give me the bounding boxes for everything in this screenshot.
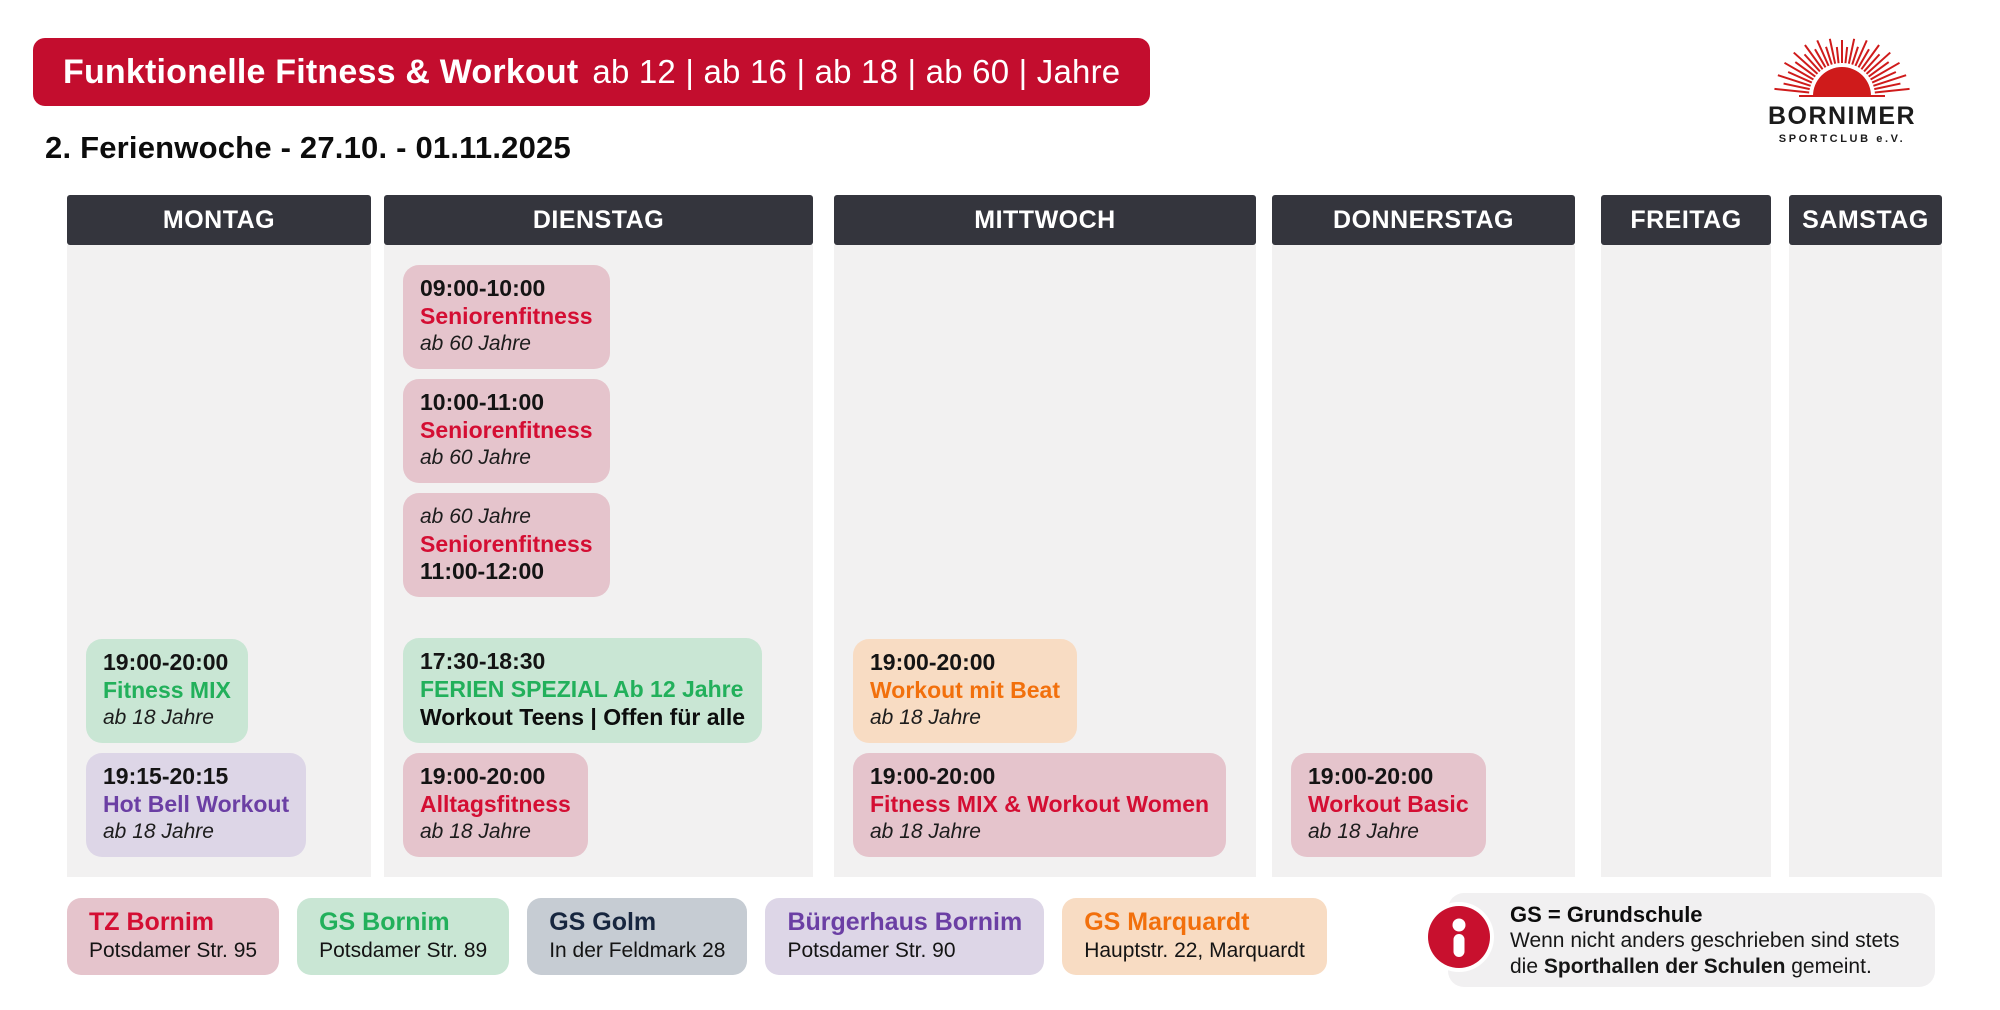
event-time: 19:15-20:15 (103, 763, 229, 789)
event-card: 19:00-20:00 Alltagsfitness ab 18 Jahre (403, 753, 588, 857)
day-column-body: 19:00-20:00 Workout Basic ab 18 Jahre (1272, 245, 1575, 877)
poster-title: Funktionelle Fitness & Workout (63, 52, 579, 91)
event-time: 11:00-12:00 (420, 558, 545, 584)
day-column-body: 09:00-10:00 Seniorenfitness ab 60 Jahre 10:… (384, 245, 813, 877)
legend-location-name: GS Bornim (319, 908, 450, 936)
legend-location-name: GS Marquardt (1084, 908, 1250, 936)
event-sub: ab 18 Jahre (1308, 820, 1419, 843)
day-header: SAMSTAG (1789, 195, 1942, 245)
day-column-body: 19:00-20:00 Fitness MIX ab 18 Jahre 19:15-2… (67, 245, 371, 877)
info-box: GS = Grundschule Wenn nicht anders gesch… (1424, 893, 1935, 987)
event-time: 19:00-20:00 (870, 649, 996, 675)
event-sub: ab 18 Jahre (870, 820, 981, 843)
event-title: Seniorenfitness (420, 417, 593, 443)
event-sub: ab 60 Jahre (420, 446, 531, 469)
week-subtitle: 2. Ferienwoche - 27.10. - 01.11.2025 (45, 130, 571, 165)
event-time: 17:30-18:30 (420, 648, 546, 674)
day-header: DONNERSTAG (1272, 195, 1575, 245)
weekly-schedule: MONTAG 19:00-20:00 Fitness MIX ab 18 Jahre 1… (67, 195, 1942, 877)
event-sub: ab 18 Jahre (870, 706, 981, 729)
info-line3: die Sporthallen der Schulen gemeint. (1510, 955, 1872, 978)
legend-location-name: TZ Bornim (89, 908, 214, 936)
event-card: 19:00-20:00 Workout mit Beat ab 18 Jahre (853, 639, 1077, 743)
sun-logo-icon (1774, 38, 1910, 97)
event-title: Seniorenfitness (420, 303, 593, 329)
logo-name: BORNIMER (1767, 102, 1917, 130)
info-icon (1424, 902, 1494, 972)
day-column-dienstag: DIENSTAG 09:00-10:00 Seniorenfitness ab 60 … (384, 195, 813, 877)
day-column-mittwoch: MITTWOCH 19:00-20:00 Workout mit Beat ab 18… (834, 195, 1256, 877)
event-title: Alltagsfitness (420, 791, 571, 817)
evening-events: 19:00-20:00 Workout Basic ab 18 Jahre (1272, 753, 1575, 857)
event-bold: Workout Teens | Offen für alle (420, 704, 746, 730)
legend-item: Bürgerhaus Bornim Potsdamer Str. 90 (765, 898, 1045, 975)
location-legend: TZ Bornim Potsdamer Str. 95 GS Bornim Potsd… (67, 898, 1345, 975)
evening-events: 19:00-20:00 Fitness MIX ab 18 Jahre 19:15-2… (67, 639, 371, 857)
info-title: GS = Grundschule (1510, 902, 1703, 927)
event-title: Workout mit Beat (870, 677, 1060, 703)
morning-events: 09:00-10:00 Seniorenfitness ab 60 Jahre 10:… (384, 265, 813, 597)
day-column-montag: MONTAG 19:00-20:00 Fitness MIX ab 18 Jahre 1… (67, 195, 371, 877)
event-time: 10:00-11:00 (420, 389, 545, 415)
event-sub: ab 18 Jahre (420, 820, 531, 843)
event-time: 09:00-10:00 (420, 275, 546, 301)
day-column-body: 19:00-20:00 Workout mit Beat ab 18 Jahre 19… (834, 245, 1256, 877)
event-time: 19:00-20:00 (103, 649, 229, 675)
day-column-samstag: SAMSTAG (1789, 195, 1942, 877)
event-card: 19:00-20:00 Fitness MIX ab 18 Jahre (86, 639, 248, 743)
legend-location-address: Potsdamer Str. 90 (787, 939, 956, 962)
evening-events: 19:00-20:00 Workout mit Beat ab 18 Jahre 19… (834, 639, 1256, 857)
title-banner: Funktionelle Fitness & Workout ab 12 | a… (33, 38, 1151, 106)
info-text: GS = Grundschule Wenn nicht anders gesch… (1448, 893, 1935, 980)
event-time: 19:00-20:00 (420, 763, 546, 789)
event-sub: ab 18 Jahre (103, 820, 214, 843)
event-card: 19:00-20:00 Fitness MIX & Workout Women ab… (853, 753, 1227, 857)
day-column-body (1789, 245, 1942, 877)
legend-item: TZ Bornim Potsdamer Str. 95 (67, 898, 280, 975)
event-card: 17:30-18:30 FERIEN SPEZIAL Ab 12 Jahre Wor… (403, 638, 763, 743)
event-time: 19:00-20:00 (870, 763, 996, 789)
legend-location-name: Bürgerhaus Bornim (787, 908, 1023, 936)
legend-item: GS Golm In der Feldmark 28 (527, 898, 748, 975)
legend-location-address: Potsdamer Str. 89 (319, 939, 488, 962)
info-line2: Wenn nicht anders geschrieben sind stets (1510, 929, 1900, 952)
event-title: Fitness MIX & Workout Women (870, 791, 1210, 817)
logo-rays (1774, 38, 1910, 94)
legend-location-name: GS Golm (549, 908, 657, 936)
logo-subname: SPORTCLUB e.V. (1778, 133, 1906, 145)
event-sub: ab 60 Jahre (420, 505, 531, 528)
event-card: 19:00-20:00 Workout Basic ab 18 Jahre (1291, 753, 1486, 857)
event-title: FERIEN SPEZIAL Ab 12 Jahre (420, 676, 744, 702)
event-title: Hot Bell Workout (103, 791, 290, 817)
day-header: MITTWOCH (834, 195, 1256, 245)
day-header: MONTAG (67, 195, 371, 245)
event-sub: ab 18 Jahre (103, 706, 214, 729)
legend-location-address: Hauptstr. 22, Marquardt (1084, 939, 1305, 962)
event-card: 10:00-11:00 Seniorenfitness ab 60 Jahre (403, 379, 610, 483)
event-card: 09:00-10:00 Seniorenfitness ab 60 Jahre (403, 265, 610, 369)
day-header: FREITAG (1601, 195, 1771, 245)
event-card: 19:15-20:15 Hot Bell Workout ab 18 Jahre (86, 753, 307, 857)
day-column-donnerstag: DONNERSTAG 19:00-20:00 Workout Basic ab 18 … (1272, 195, 1575, 877)
event-sub: ab 60 Jahre (420, 332, 531, 355)
day-column-body (1601, 245, 1771, 877)
legend-item: GS Marquardt Hauptstr. 22, Marquardt (1062, 898, 1327, 975)
legend-item: GS Bornim Potsdamer Str. 89 (297, 898, 510, 975)
legend-location-address: In der Feldmark 28 (549, 939, 726, 962)
event-title: Workout Basic (1308, 791, 1469, 817)
club-logo: BORNIMER SPORTCLUB e.V. (1752, 16, 1932, 145)
legend-location-address: Potsdamer Str. 95 (89, 939, 258, 962)
day-column-freitag: FREITAG (1601, 195, 1771, 877)
event-title: Fitness MIX (103, 677, 231, 703)
event-time: 19:00-20:00 (1308, 763, 1434, 789)
event-title: Seniorenfitness (420, 531, 593, 557)
day-header: DIENSTAG (384, 195, 813, 245)
logo-sun-disc (1813, 67, 1871, 96)
age-groups-label: ab 12 | ab 16 | ab 18 | ab 60 | Jahre (592, 53, 1121, 90)
evening-events: 17:30-18:30 FERIEN SPEZIAL Ab 12 Jahre Wor… (384, 638, 813, 857)
event-card: ab 60 Jahre Seniorenfitness 11:00-12:00 (403, 493, 610, 597)
